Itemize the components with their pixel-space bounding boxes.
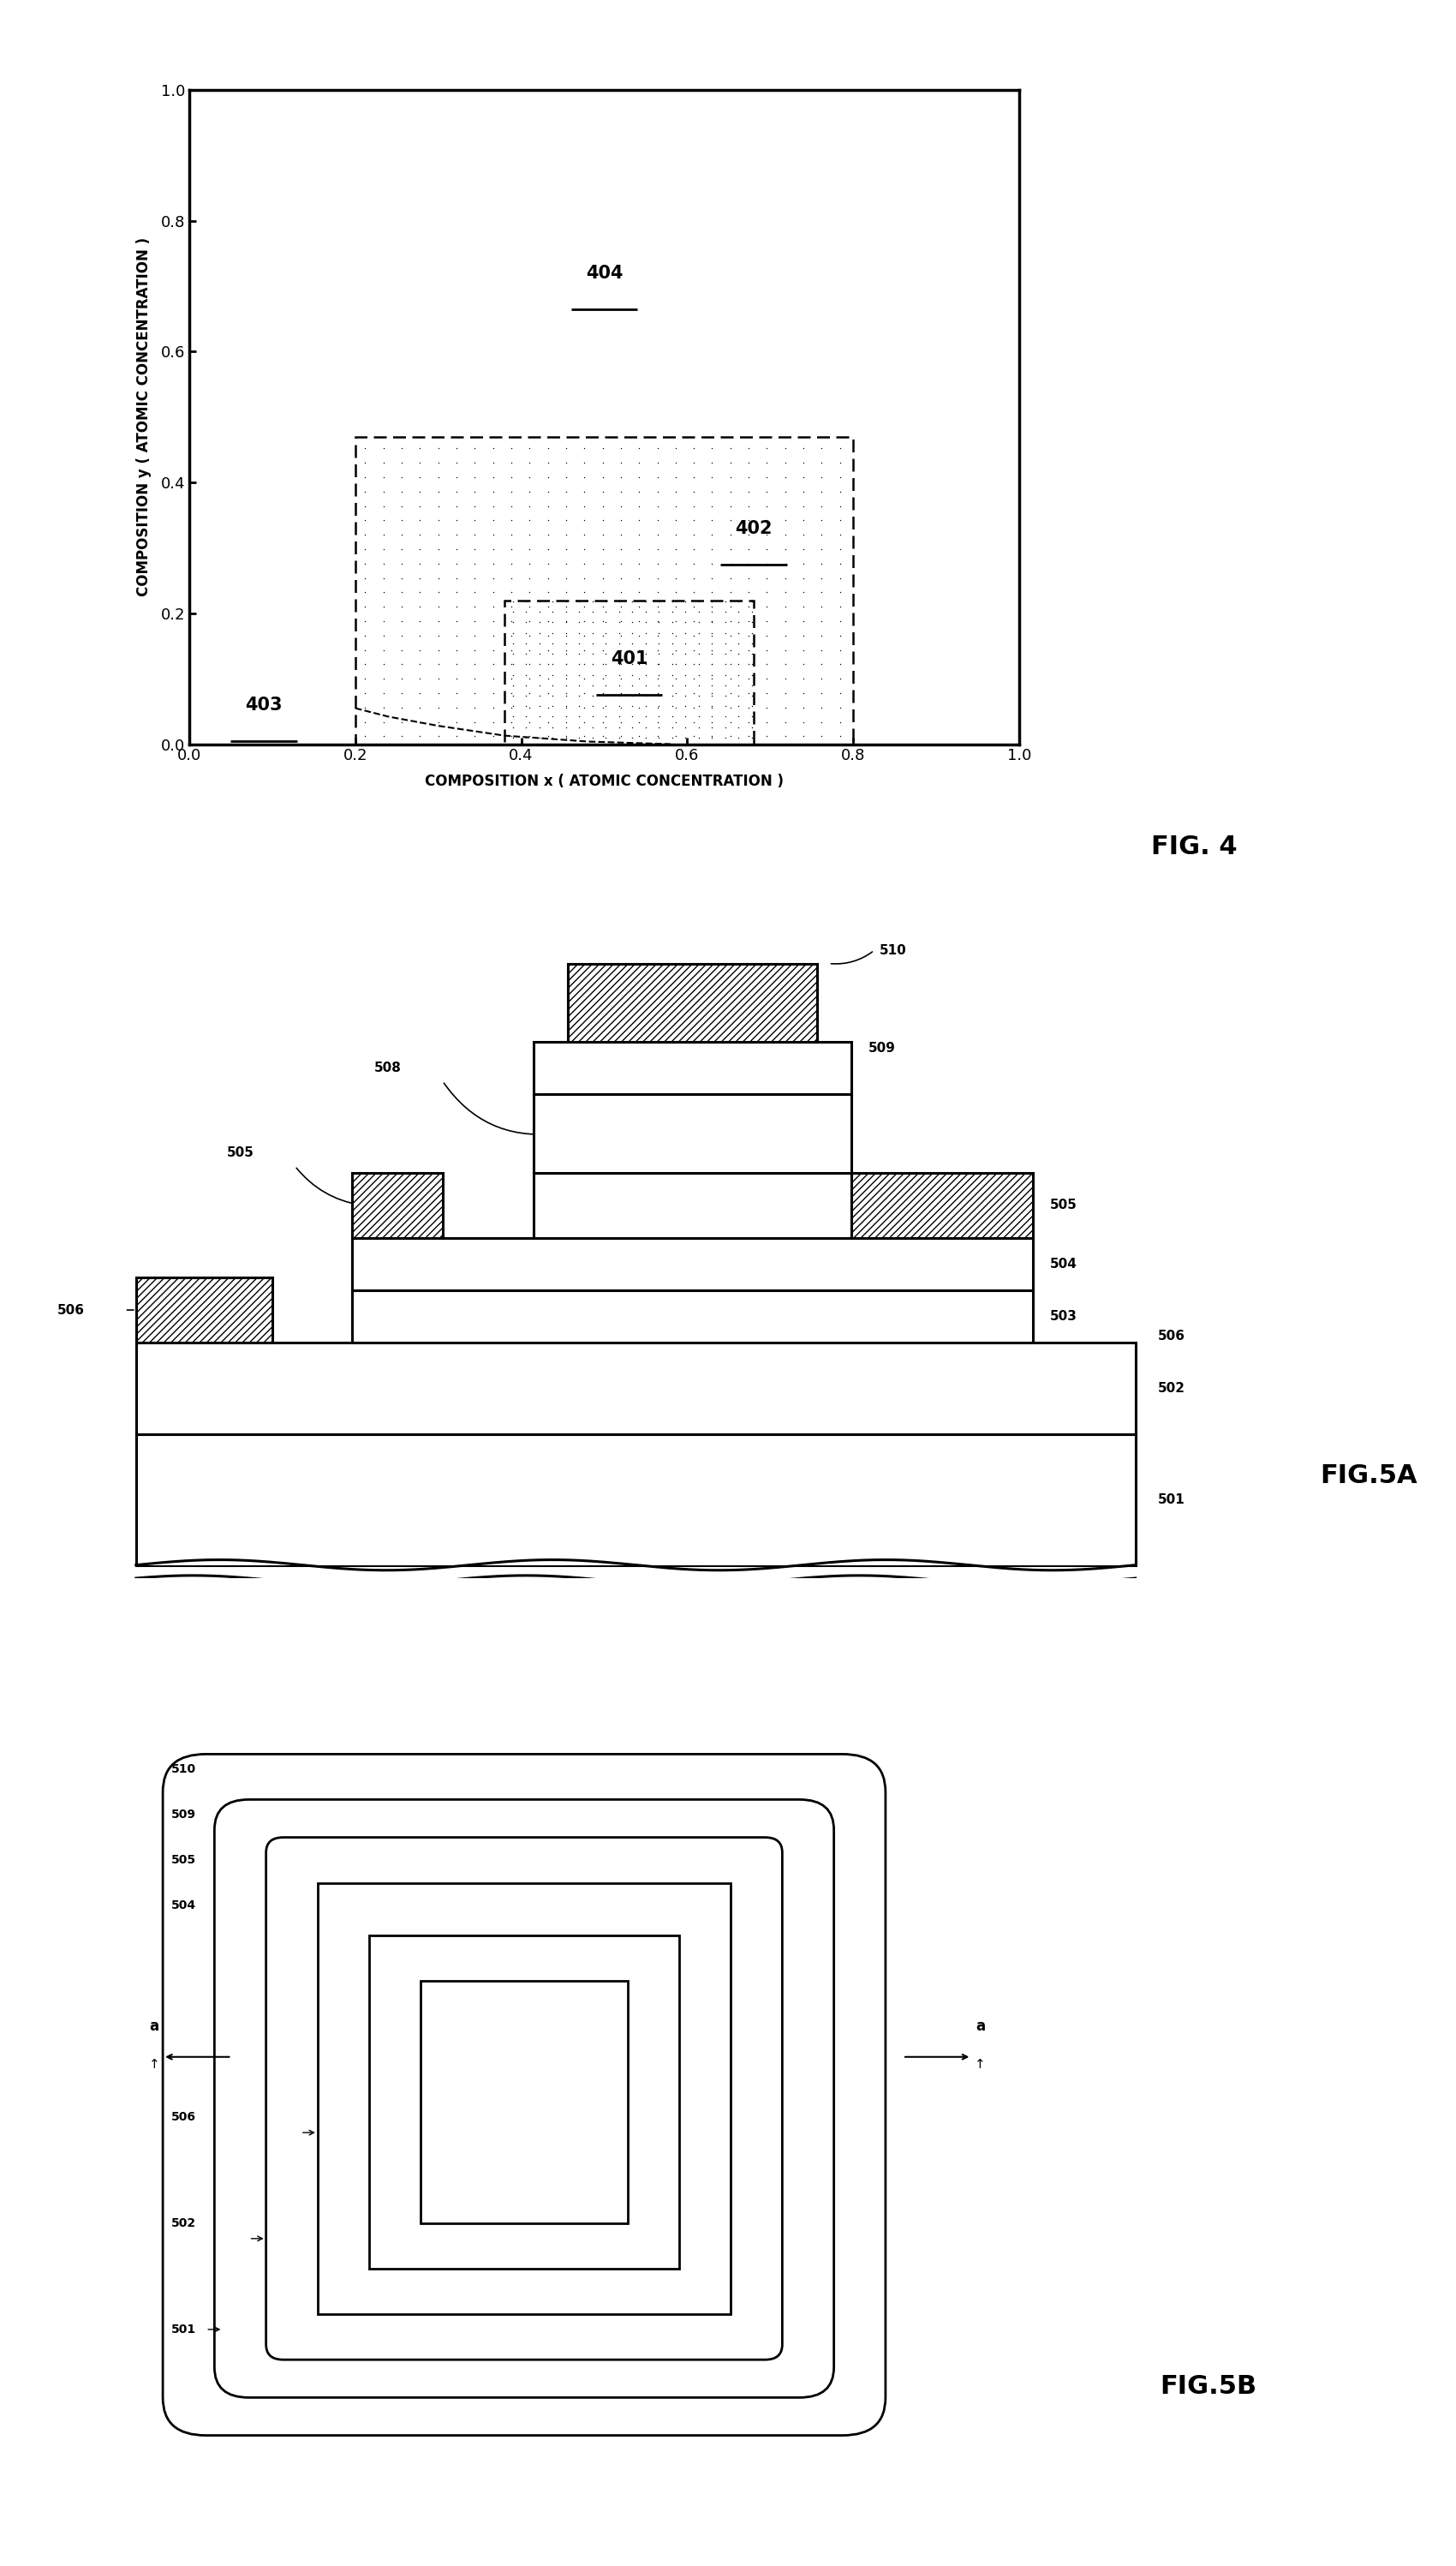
Text: 502: 502 <box>1158 1383 1185 1396</box>
Text: 506: 506 <box>1158 1329 1185 1342</box>
Text: 506: 506 <box>172 2112 197 2125</box>
Text: 503: 503 <box>1050 1311 1077 1324</box>
Bar <box>533 1042 852 1093</box>
Text: 510: 510 <box>879 944 907 957</box>
Bar <box>135 1434 1136 1565</box>
Text: a: a <box>976 2019 984 2035</box>
Bar <box>135 1342 1136 1434</box>
Text: 509: 509 <box>172 1809 197 1822</box>
FancyBboxPatch shape <box>163 1755 885 2435</box>
Bar <box>352 1239 1034 1291</box>
FancyBboxPatch shape <box>266 1837 782 2361</box>
Text: 501: 501 <box>1158 1493 1185 1506</box>
Bar <box>317 1883 731 2315</box>
Y-axis label: COMPOSITION y ( ATOMIC CONCENTRATION ): COMPOSITION y ( ATOMIC CONCENTRATION ) <box>135 239 151 595</box>
Text: 502: 502 <box>172 2217 197 2230</box>
Text: 504: 504 <box>172 1899 197 1912</box>
Text: 505: 505 <box>227 1147 255 1160</box>
Text: 505: 505 <box>1050 1198 1077 1211</box>
Text: 505: 505 <box>172 1855 197 1865</box>
Text: 504: 504 <box>1050 1257 1077 1270</box>
Text: 404: 404 <box>585 264 623 282</box>
FancyBboxPatch shape <box>214 1799 834 2397</box>
Bar <box>352 1291 1034 1342</box>
Text: FIG. 4: FIG. 4 <box>1150 834 1238 860</box>
Text: 510: 510 <box>172 1763 197 1776</box>
Bar <box>317 1883 731 2315</box>
X-axis label: COMPOSITION x ( ATOMIC CONCENTRATION ): COMPOSITION x ( ATOMIC CONCENTRATION ) <box>425 772 783 788</box>
Bar <box>505 600 754 744</box>
Bar <box>370 1935 678 2268</box>
Bar <box>352 1173 443 1239</box>
Bar <box>533 1093 852 1173</box>
Bar <box>852 1173 1034 1239</box>
Text: ↑: ↑ <box>149 2058 160 2071</box>
Bar <box>135 1278 272 1342</box>
Text: 501: 501 <box>172 2322 197 2335</box>
Text: ↑: ↑ <box>974 2058 986 2071</box>
Bar <box>533 1173 852 1239</box>
Text: 507: 507 <box>868 1198 895 1211</box>
Text: 402: 402 <box>735 521 772 536</box>
Text: 401: 401 <box>610 652 648 667</box>
Bar <box>421 1981 628 2222</box>
Bar <box>568 962 817 1042</box>
Text: 506: 506 <box>57 1304 84 1316</box>
Text: 508: 508 <box>374 1062 402 1075</box>
Text: 509: 509 <box>868 1042 895 1055</box>
Text: a: a <box>150 2019 159 2035</box>
Bar <box>355 436 853 744</box>
Text: FIG.5A: FIG.5A <box>1321 1463 1417 1488</box>
Text: FIG.5B: FIG.5B <box>1160 2374 1257 2399</box>
Text: 403: 403 <box>246 695 282 713</box>
